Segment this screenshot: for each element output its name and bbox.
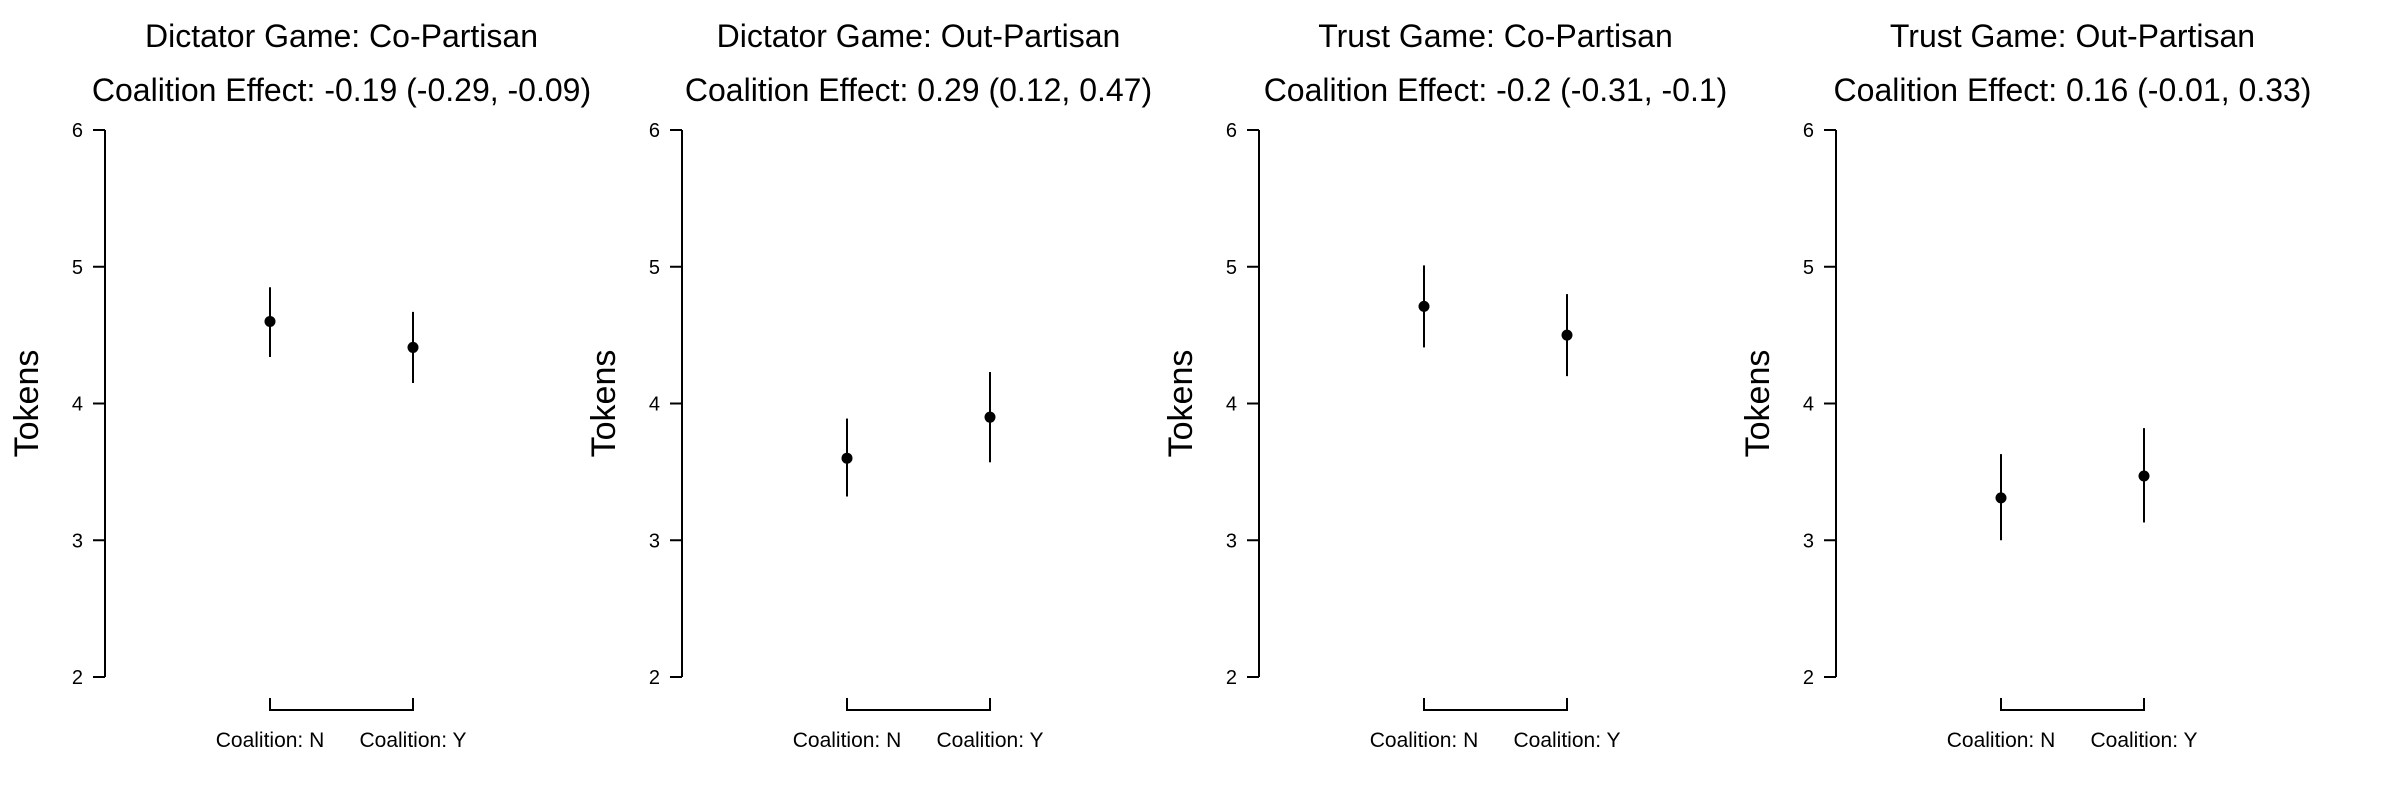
y-axis-label: Tokens [1162,350,1200,458]
data-point [2138,470,2150,482]
y-tick-label: 4 [649,394,660,416]
y-tick-label: 2 [1803,667,1814,689]
y-tick-label: 2 [72,667,83,689]
chart-subtitle: Coalition Effect: 0.29 (0.12, 0.47) [685,72,1152,108]
x-tick-label: Coalition: N [1370,729,1479,752]
y-tick-label: 2 [649,667,660,689]
data-point [264,315,276,327]
data-point [1418,300,1430,312]
chart-title: Trust Game: Co-Partisan [1318,18,1672,54]
y-tick-label: 3 [649,530,660,552]
y-tick-label: 6 [1803,120,1814,142]
data-point [841,452,853,464]
y-tick-label: 4 [1226,394,1237,416]
chart-subtitle: Coalition Effect: 0.16 (-0.01, 0.33) [1834,72,2312,108]
y-tick-label: 4 [72,394,83,416]
chart-panel-2: Dictator Game: Out-Partisan Coalition Eff… [585,18,1152,752]
chart-panel-3: Trust Game: Co-Partisan Coalition Effect:… [1162,18,1727,752]
y-tick-label: 4 [1803,394,1814,416]
data-point [407,341,419,353]
x-axis-bracket [2000,698,2145,711]
y-tick-label: 3 [1226,530,1237,552]
chart-panel-4: Trust Game: Out-Partisan Coalition Effect… [1739,18,2311,752]
y-tick-label: 6 [1226,120,1237,142]
x-axis-bracket [846,698,991,711]
x-tick-label: Coalition: N [216,729,325,752]
data-point [984,411,996,423]
data-point [1995,492,2007,504]
y-axis-label: Tokens [1739,350,1777,458]
y-tick-label: 5 [1226,257,1237,279]
chart-subtitle: Coalition Effect: -0.19 (-0.29, -0.09) [92,72,591,108]
chart-title: Trust Game: Out-Partisan [1890,18,2255,54]
x-axis-bracket [269,698,414,711]
y-tick-label: 3 [72,530,83,552]
x-tick-label: Coalition: Y [2090,729,2197,752]
y-axis-label: Tokens [585,350,623,458]
x-tick-label: Coalition: Y [1513,729,1620,752]
x-tick-label: Coalition: N [793,729,902,752]
y-tick-label: 6 [72,120,83,142]
y-tick-label: 5 [1803,257,1814,279]
chart-title: Dictator Game: Out-Partisan [717,18,1121,54]
y-axis-label: Tokens [8,350,46,458]
y-tick-label: 5 [72,257,83,279]
y-tick-label: 3 [1803,530,1814,552]
y-tick-label: 6 [649,120,660,142]
x-tick-label: Coalition: N [1947,729,2056,752]
chart-panel-1: Dictator Game: Co-Partisan Coalition Effe… [8,18,591,752]
y-tick-label: 5 [649,257,660,279]
y-tick-label: 2 [1226,667,1237,689]
x-tick-label: Coalition: Y [359,729,466,752]
data-point [1561,329,1573,341]
x-axis-bracket [1423,698,1568,711]
chart-subtitle: Coalition Effect: -0.2 (-0.31, -0.1) [1264,72,1728,108]
x-tick-label: Coalition: Y [936,729,1043,752]
chart-title: Dictator Game: Co-Partisan [145,18,538,54]
